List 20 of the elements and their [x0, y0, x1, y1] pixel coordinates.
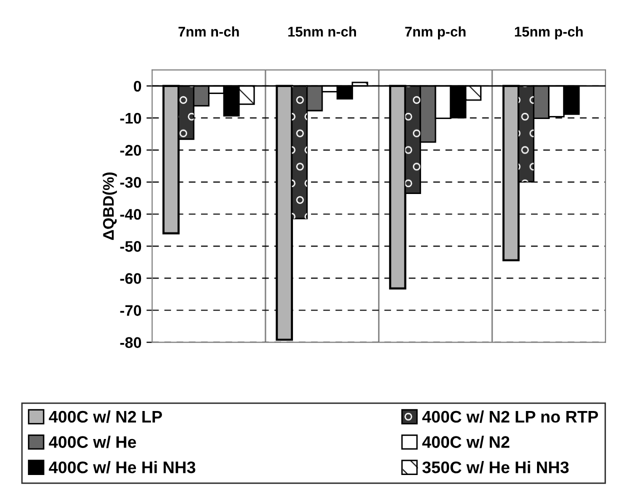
y-tick-label: -80 [120, 337, 142, 348]
y-tick-label: -10 [120, 112, 142, 124]
y-tick-label: -20 [120, 144, 142, 156]
x-tick-label: 15nm p-ch [514, 26, 583, 40]
x-tick-label: 15nm n-ch [288, 26, 356, 37]
legend-label: 400C w/ He [48, 436, 136, 448]
legend-label: 400C w/ N2 LP no RTP [422, 410, 598, 423]
legend-label: 350C w/ He Hi NH3 [422, 461, 569, 474]
y-tick-label: -30 [120, 176, 142, 188]
y-tick-label: 0 [134, 80, 142, 92]
x-tick-label: 7nm p-ch [405, 26, 466, 40]
legend-label: 400C w/ N2 LP [48, 410, 162, 423]
y-tick-label: -40 [120, 208, 142, 220]
y-tick-label: -70 [120, 305, 142, 316]
x-tick-label: 7nm n-ch [178, 26, 239, 37]
legend-label: 400C w/ N2 [422, 436, 510, 448]
legend-label: 400C w/ He Hi NH3 [48, 461, 196, 474]
y-axis-title: ΔQBD(%) [102, 172, 117, 240]
y-tick-label: -50 [120, 241, 142, 252]
y-tick-label: -60 [120, 273, 142, 284]
